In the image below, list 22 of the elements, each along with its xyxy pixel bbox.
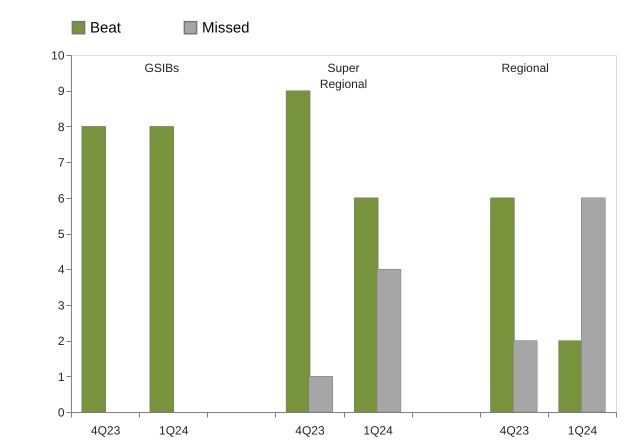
y-tick-label: 10 bbox=[51, 48, 65, 62]
x-tick-label: 4Q23 bbox=[500, 424, 530, 438]
y-tick-label: 0 bbox=[58, 406, 65, 420]
y-tick-label: 6 bbox=[58, 191, 65, 206]
annotation: Regional bbox=[501, 61, 549, 75]
annotation: GSIBs bbox=[144, 61, 180, 75]
x-tick-label: 1Q24 bbox=[363, 424, 394, 438]
y-tick-label: 5 bbox=[58, 227, 65, 241]
x-tick-label: 4Q23 bbox=[295, 424, 325, 438]
x-tick-label: 4Q23 bbox=[90, 424, 121, 438]
y-tick-label: 3 bbox=[58, 298, 65, 312]
legend-label: Missed bbox=[202, 20, 250, 37]
y-tick-label: 4 bbox=[58, 262, 65, 277]
annotation: Super Regional bbox=[320, 61, 368, 91]
y-tick-label: 7 bbox=[58, 156, 65, 170]
y-tick-label: 2 bbox=[58, 334, 65, 348]
y-tick-label: 8 bbox=[58, 120, 65, 134]
y-tick-label: 9 bbox=[58, 84, 65, 98]
x-tick-label: 1Q24 bbox=[568, 424, 598, 438]
y-tick-label: 1 bbox=[58, 370, 65, 384]
legend-label: Beat bbox=[90, 20, 122, 37]
x-tick-label: 1Q24 bbox=[159, 424, 189, 438]
